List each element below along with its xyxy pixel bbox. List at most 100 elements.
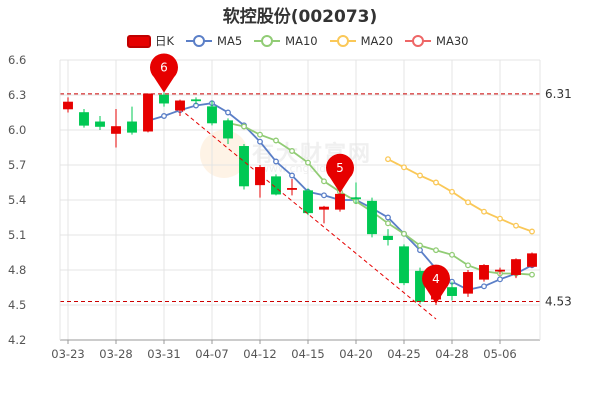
legend-k-day-label: 日 [155,34,167,48]
y-tick-label: 4.2 [8,333,26,347]
candle-body [463,272,473,294]
legend-ma30-label: MA30 [436,34,469,48]
candle[interactable] [191,97,201,105]
candle[interactable] [223,118,233,144]
chart-legend: 日 K MA5 MA10 MA20 MA30 [127,33,480,49]
candle[interactable] [479,264,489,282]
series-point-ma20 [481,208,487,215]
y-tick-label: 4.5 [8,298,26,312]
series-point-ma10 [241,123,247,130]
ma20-line-icon [329,35,356,47]
pin-marker[interactable]: 6 [150,53,178,93]
x-tick-label: 04-15 [291,347,324,361]
candle[interactable] [143,93,153,133]
series-line-ma10 [227,122,533,276]
legend-item-k[interactable]: 日 K [127,33,174,49]
ma30-line-icon [405,35,432,47]
candle-body [127,121,137,133]
candle[interactable] [111,109,121,148]
pin-marker[interactable]: 4 [422,264,451,304]
series-point-ma5 [257,138,263,145]
candle[interactable] [335,191,345,212]
candle[interactable] [159,92,169,107]
series-point-ma20 [449,188,455,195]
k-candle-icon [127,34,151,48]
candle[interactable] [95,116,105,130]
candle-body [351,197,361,200]
candle[interactable] [367,197,377,238]
candle[interactable] [287,179,297,196]
pin-marker[interactable]: 5 [326,153,354,193]
series-point-ma20 [385,156,391,163]
candle-body [479,265,489,280]
series-point-ma10 [529,271,535,278]
series-point-ma5 [385,214,391,221]
series-point-ma20 [401,164,407,171]
candle[interactable] [495,267,505,275]
candle[interactable] [527,252,537,268]
candle[interactable] [175,99,185,116]
candle-body [79,112,89,126]
candle[interactable] [447,281,457,301]
legend-ma20-label: MA20 [360,34,394,48]
legend-item-ma5[interactable]: MA5 [186,34,242,48]
candle[interactable] [271,174,281,196]
candle[interactable] [303,188,313,216]
candle[interactable] [511,258,521,279]
x-tick-label: 04-25 [387,347,420,361]
y-tick-label: 5.4 [8,193,26,207]
legend-item-ma20[interactable]: MA20 [329,34,394,48]
candle[interactable] [127,106,137,135]
candle[interactable] [463,270,473,297]
series-point-ma20 [417,172,423,179]
series-point-ma5 [417,247,423,254]
reference-line-label: 6.31 [545,87,572,101]
candle[interactable] [79,109,89,128]
candle-body [191,99,201,102]
x-tick-label: 03-31 [147,347,180,361]
candle-body [511,259,521,275]
candle-body [271,176,281,195]
reference-line-label: 4.53 [545,295,572,309]
candle-body [527,253,537,267]
candle-body [399,246,409,284]
series-point-ma10 [465,262,471,269]
candle-body [287,188,297,190]
series-point-ma10 [273,137,279,144]
candle[interactable] [351,182,361,204]
series-point-ma10 [305,159,311,166]
x-tick-label: 04-20 [339,347,372,361]
candle-body [367,200,377,235]
series-point-ma5 [273,158,279,165]
pin-marker-shape [150,53,178,93]
candle-body [207,106,217,124]
candle-body [175,100,185,111]
pin-marker-label: 5 [336,161,344,175]
series-point-ma20 [497,215,503,222]
legend-item-ma10[interactable]: MA10 [254,34,318,48]
candle-body [143,93,153,132]
candle[interactable] [319,205,329,224]
candle-body [335,193,345,210]
series-point-ma20 [433,179,439,186]
candle-body [255,167,265,186]
y-tick-label: 6.6 [8,53,26,67]
series-point-ma5 [321,192,327,199]
legend-item-ma30[interactable]: MA30 [405,34,468,48]
candle[interactable] [207,100,217,126]
candle[interactable] [383,229,393,246]
series-point-ma10 [289,148,295,154]
legend-ma10-label: MA10 [285,34,318,48]
series-point-ma10 [321,178,327,185]
overlay-layer: 6.31 4.53 6 5 4 [60,53,572,320]
candle[interactable] [399,244,409,286]
y-tick-label: 6.0 [8,123,26,137]
candle-body [63,101,73,110]
x-tick-label: 03-28 [99,347,132,361]
candle[interactable] [239,144,249,190]
ma10-line-icon [254,35,281,47]
series-point-ma10 [433,247,439,254]
x-tick-label: 03-23 [51,347,84,361]
candle[interactable] [255,165,265,198]
candle[interactable] [63,97,73,113]
